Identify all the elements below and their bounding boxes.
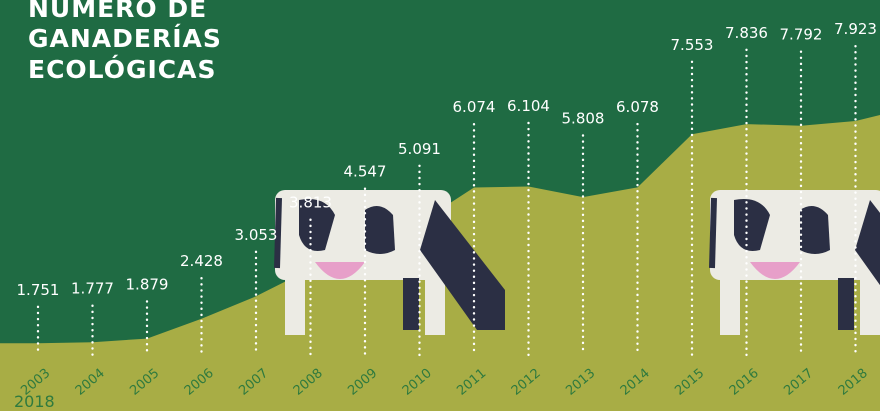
cow-leg bbox=[860, 275, 880, 335]
cow-head bbox=[420, 200, 505, 330]
chart-title: NÚMERO DE GANADERÍAS ECOLÓGICAS bbox=[28, 0, 222, 84]
cow-left bbox=[274, 190, 505, 335]
cows-layer bbox=[274, 190, 880, 335]
value-label: 7.792 bbox=[780, 26, 823, 44]
cow-right bbox=[709, 190, 880, 335]
value-label: 7.923 bbox=[834, 20, 877, 38]
value-label: 1.777 bbox=[71, 280, 114, 298]
title-line-1: NÚMERO DE bbox=[28, 0, 207, 23]
cow-head bbox=[855, 200, 880, 286]
value-label: 3.053 bbox=[235, 226, 278, 244]
value-label: 4.547 bbox=[344, 163, 387, 181]
value-label: 7.836 bbox=[725, 24, 768, 42]
value-label: 3.813 bbox=[289, 194, 332, 212]
value-label: 1.879 bbox=[126, 275, 169, 293]
cow-tail bbox=[709, 197, 717, 269]
title-line-3: ECOLÓGICAS bbox=[28, 54, 217, 84]
cow-udder bbox=[750, 262, 800, 279]
value-label: 1.751 bbox=[17, 281, 60, 299]
value-label: 6.104 bbox=[507, 97, 550, 115]
value-label: 2.428 bbox=[180, 252, 223, 270]
cow-spot bbox=[734, 199, 770, 251]
value-label: 5.091 bbox=[398, 140, 441, 158]
value-labels: 1.751 1.777 1.879 2.428 3.053 3.813 4.547 5.091… bbox=[17, 20, 877, 299]
cow-spot bbox=[365, 206, 395, 254]
cow-leg bbox=[403, 278, 419, 330]
value-label: 7.553 bbox=[671, 36, 714, 54]
value-label: 6.074 bbox=[453, 98, 496, 116]
cow-udder bbox=[315, 262, 365, 279]
cow-spot bbox=[299, 199, 335, 251]
cow-leg bbox=[425, 275, 445, 335]
cow-leg bbox=[285, 275, 305, 335]
cow-leg bbox=[720, 275, 740, 335]
cow-tail bbox=[274, 197, 282, 269]
value-label: 5.808 bbox=[562, 109, 605, 127]
title-line-2: GANADERÍAS bbox=[28, 24, 222, 53]
cow-leg bbox=[838, 278, 854, 330]
value-label: 6.078 bbox=[616, 98, 659, 116]
cow-spot bbox=[800, 206, 830, 254]
value-dot-lines bbox=[36, 44, 857, 357]
footnote-year: 2018 bbox=[14, 392, 55, 411]
